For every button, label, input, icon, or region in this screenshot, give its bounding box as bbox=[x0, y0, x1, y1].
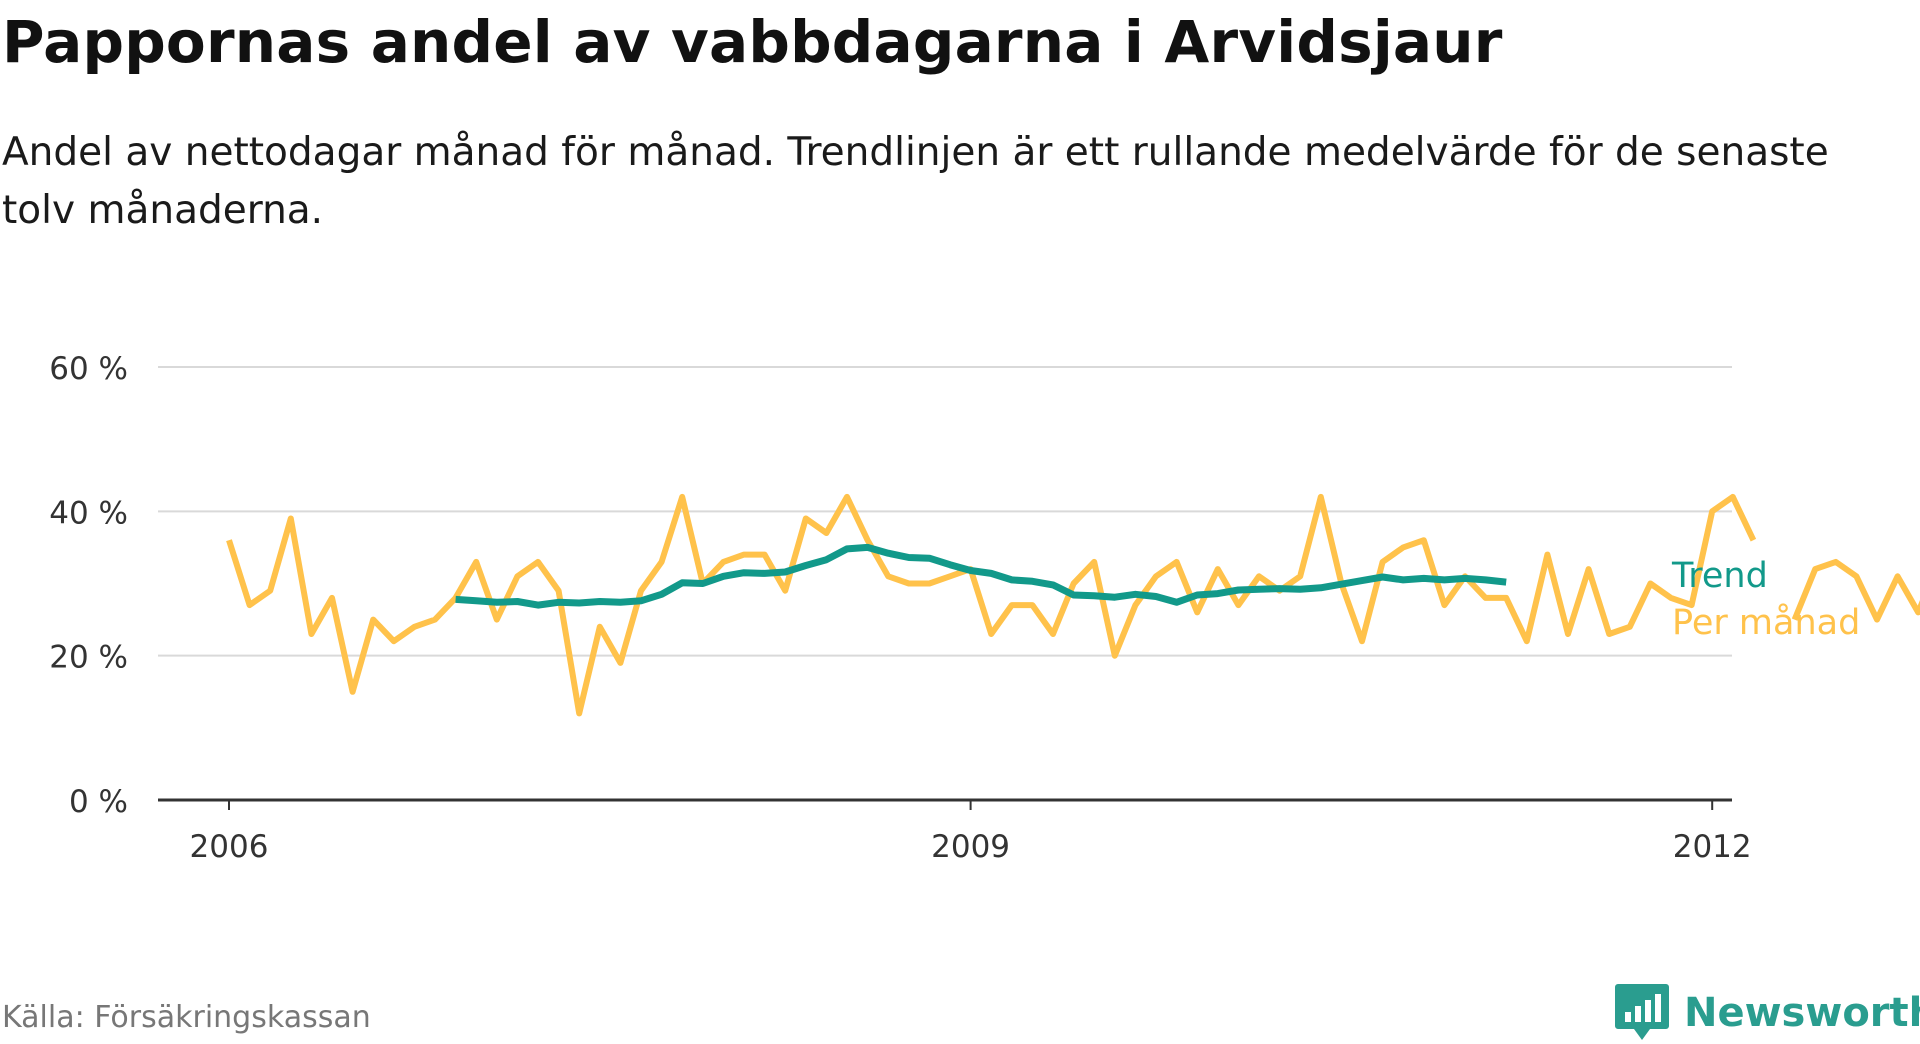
gridlines bbox=[158, 366, 1732, 802]
y-axis: 0 % 20 % 40 % 60 % bbox=[49, 351, 128, 820]
y-tick-label: 60 % bbox=[49, 351, 128, 387]
y-tick-label: 20 % bbox=[49, 640, 128, 676]
x-tick-label: 2006 bbox=[190, 829, 269, 865]
page-title: Pappornas andel av vabbdagarna i Arvidsj… bbox=[2, 8, 1503, 76]
brand-logo[interactable]: Newsworthy bbox=[1614, 982, 1920, 1044]
series-label-per-manad: Per månad bbox=[1672, 602, 1860, 643]
y-tick-label: 40 % bbox=[49, 495, 128, 531]
y-tick-label: 0 % bbox=[69, 784, 128, 820]
x-axis: 2006200920122015201820212023 bbox=[190, 800, 1752, 865]
page-subtitle: Andel av nettodagar månad för månad. Tre… bbox=[2, 130, 1829, 233]
source-note: Källa: Försäkringskassan bbox=[2, 1000, 371, 1035]
bar-chart-badge-icon bbox=[1615, 984, 1669, 1040]
series-label-trend: Trend bbox=[1671, 556, 1768, 596]
x-tick-label: 2009 bbox=[931, 829, 1010, 865]
brand-name: Newsworthy bbox=[1684, 990, 1920, 1036]
series-line-trend bbox=[455, 543, 1507, 609]
series-line-per-manad bbox=[226, 493, 1920, 717]
series-lines bbox=[226, 493, 1920, 717]
x-tick-label: 2012 bbox=[1673, 829, 1752, 865]
series-labels: Trend Per månad bbox=[1671, 556, 1860, 643]
